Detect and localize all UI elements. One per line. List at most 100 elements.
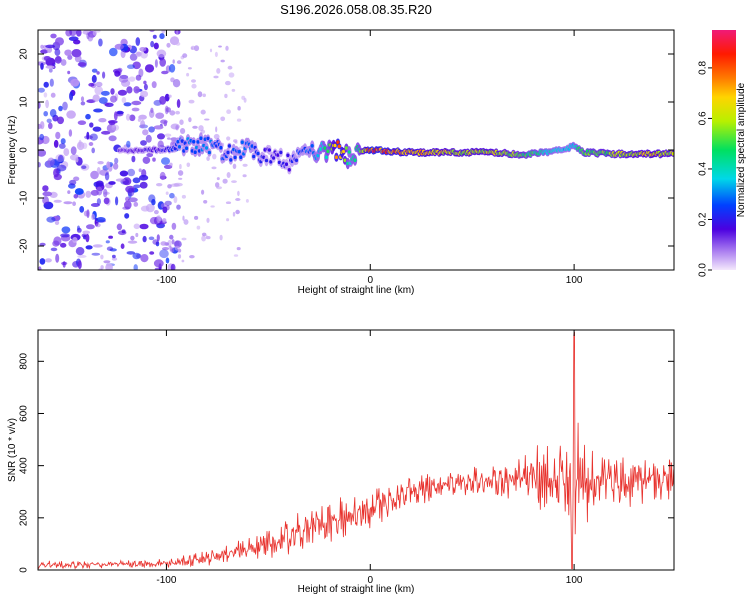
noise-blob — [149, 30, 155, 33]
noise-blob — [54, 220, 60, 225]
band-cell — [284, 162, 289, 166]
noise-blob — [169, 64, 176, 73]
noise-blob — [58, 105, 63, 112]
noise-blob — [122, 206, 130, 210]
noise-blob — [124, 200, 132, 210]
noise-blob — [127, 187, 135, 197]
noise-blob — [52, 240, 60, 247]
band-cell — [233, 155, 237, 160]
noise-blob — [169, 162, 173, 167]
noise-blob — [170, 263, 176, 270]
noise-blob — [179, 119, 184, 125]
snr-ytick-label: 600 — [19, 405, 30, 422]
noise-blob — [188, 117, 192, 123]
noise-blob — [38, 123, 43, 130]
snr-axes: -100 0 100 0 200 400 600 800 — [19, 330, 674, 586]
band-cell — [196, 140, 200, 144]
noise-blob — [46, 118, 52, 124]
noise-blob — [49, 78, 54, 87]
noise-blob — [84, 135, 93, 140]
noise-blob — [201, 189, 205, 195]
noise-blob — [173, 196, 178, 204]
noise-blob — [114, 157, 119, 164]
noise-blob — [152, 157, 156, 162]
noise-blob — [88, 82, 95, 87]
band-cell — [353, 158, 357, 162]
band-cell — [344, 146, 348, 150]
noise-blob — [109, 47, 118, 57]
noise-blob — [139, 223, 149, 230]
noise-blob — [39, 133, 45, 141]
noise-blob — [86, 131, 90, 140]
noise-blob — [236, 118, 242, 122]
noise-blob — [183, 219, 189, 225]
noise-blob — [96, 198, 101, 205]
noise-blob — [38, 266, 42, 270]
noise-blob — [43, 56, 51, 61]
noise-blob — [140, 205, 150, 212]
spectrogram-xtick-label: 0 — [367, 275, 373, 286]
band-cell — [333, 143, 337, 148]
band-cell — [180, 139, 184, 143]
spectrogram-ytick-label: -10 — [19, 190, 30, 205]
noise-blob — [143, 83, 148, 91]
noise-blob — [161, 157, 170, 165]
noise-blob — [53, 199, 62, 203]
noise-blob — [120, 49, 126, 59]
band-cell — [324, 155, 328, 159]
spectrogram-ytick-label: -20 — [19, 238, 30, 253]
noise-blob — [174, 245, 180, 251]
noise-blob — [46, 216, 56, 223]
noise-blob — [120, 243, 125, 249]
noise-blob — [154, 59, 158, 68]
band-cell — [177, 145, 182, 149]
noise-blob — [139, 47, 147, 52]
band-cell — [240, 140, 244, 144]
snr-ytick-label: 800 — [19, 353, 30, 370]
noise-blob — [90, 189, 99, 196]
snr-xtick-label: -100 — [156, 575, 176, 586]
snr-marks — [38, 331, 674, 570]
noise-blob — [121, 97, 127, 104]
noise-blob — [72, 237, 78, 243]
band-cell — [267, 148, 271, 152]
colorbar-bar — [712, 30, 736, 270]
noise-blob — [38, 149, 47, 157]
noise-blob — [98, 38, 103, 47]
noise-blob — [85, 113, 91, 120]
noise-blob — [111, 124, 120, 131]
noise-blob — [148, 236, 155, 241]
noise-blob — [179, 164, 182, 170]
noise-blob — [135, 51, 142, 57]
noise-blob — [90, 203, 100, 207]
noise-blob — [130, 235, 135, 241]
noise-blob — [140, 90, 149, 98]
noise-blob — [132, 177, 141, 184]
noise-blob — [43, 92, 48, 98]
noise-blob — [196, 225, 201, 230]
noise-blob — [214, 51, 218, 58]
noise-blob — [186, 72, 190, 77]
noise-blob — [95, 223, 101, 228]
noise-blob — [48, 68, 53, 73]
noise-blob — [38, 101, 41, 109]
noise-blob — [135, 232, 139, 238]
band-cell — [207, 150, 211, 155]
colorbar-tick-label: 0.2 — [698, 212, 709, 226]
noise-blob — [209, 48, 213, 53]
noise-blob — [219, 234, 223, 241]
noise-blob — [91, 147, 95, 154]
noise-blob — [133, 223, 140, 230]
band-cell — [264, 158, 269, 163]
noise-blob — [89, 133, 98, 141]
noise-blob — [212, 153, 217, 160]
noise-blob — [55, 37, 64, 46]
noise-blob — [159, 96, 167, 105]
noise-blob — [131, 100, 142, 106]
noise-blob — [175, 125, 179, 131]
band-cell — [219, 145, 223, 150]
noise-blob — [206, 217, 210, 223]
noise-blob — [216, 68, 221, 74]
noise-blob — [159, 58, 166, 67]
noise-blob — [142, 156, 151, 164]
